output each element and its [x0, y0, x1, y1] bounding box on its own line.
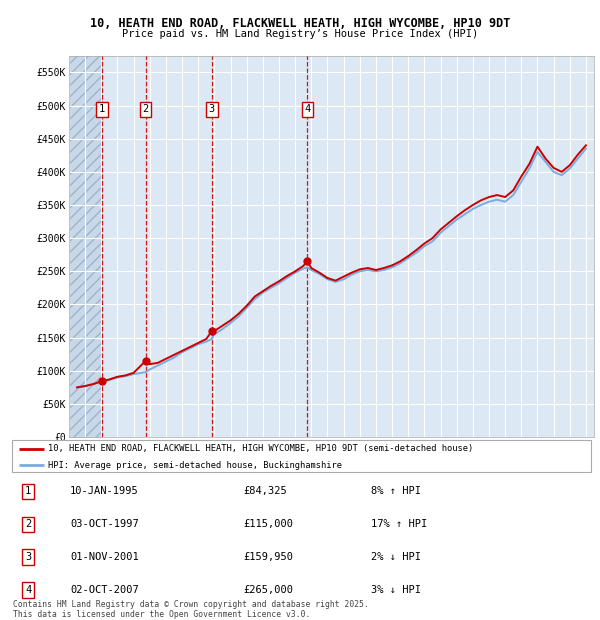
Text: 01-NOV-2001: 01-NOV-2001 — [70, 552, 139, 562]
Text: 3: 3 — [25, 552, 31, 562]
Text: 02-OCT-2007: 02-OCT-2007 — [70, 585, 139, 595]
Text: 1: 1 — [99, 104, 105, 114]
Text: £84,325: £84,325 — [244, 486, 287, 497]
Text: 3% ↓ HPI: 3% ↓ HPI — [371, 585, 421, 595]
Text: 17% ↑ HPI: 17% ↑ HPI — [371, 519, 427, 529]
Text: 03-OCT-1997: 03-OCT-1997 — [70, 519, 139, 529]
Text: 8% ↑ HPI: 8% ↑ HPI — [371, 486, 421, 497]
Bar — [69, 56, 102, 437]
Text: 4: 4 — [304, 104, 310, 114]
Text: Contains HM Land Registry data © Crown copyright and database right 2025.
This d: Contains HM Land Registry data © Crown c… — [13, 600, 369, 619]
Text: 4: 4 — [25, 585, 31, 595]
Text: 10-JAN-1995: 10-JAN-1995 — [70, 486, 139, 497]
Text: 1: 1 — [25, 486, 31, 497]
Text: 2: 2 — [25, 519, 31, 529]
Text: HPI: Average price, semi-detached house, Buckinghamshire: HPI: Average price, semi-detached house,… — [48, 461, 342, 470]
Text: 3: 3 — [209, 104, 215, 114]
Text: 10, HEATH END ROAD, FLACKWELL HEATH, HIGH WYCOMBE, HP10 9DT (semi-detached house: 10, HEATH END ROAD, FLACKWELL HEATH, HIG… — [48, 445, 473, 453]
Text: £265,000: £265,000 — [244, 585, 293, 595]
Text: 10, HEATH END ROAD, FLACKWELL HEATH, HIGH WYCOMBE, HP10 9DT: 10, HEATH END ROAD, FLACKWELL HEATH, HIG… — [90, 17, 510, 30]
Text: £159,950: £159,950 — [244, 552, 293, 562]
Text: Price paid vs. HM Land Registry’s House Price Index (HPI): Price paid vs. HM Land Registry’s House … — [122, 29, 478, 39]
Text: 2% ↓ HPI: 2% ↓ HPI — [371, 552, 421, 562]
FancyBboxPatch shape — [12, 440, 591, 472]
Text: 2: 2 — [143, 104, 149, 114]
Text: £115,000: £115,000 — [244, 519, 293, 529]
